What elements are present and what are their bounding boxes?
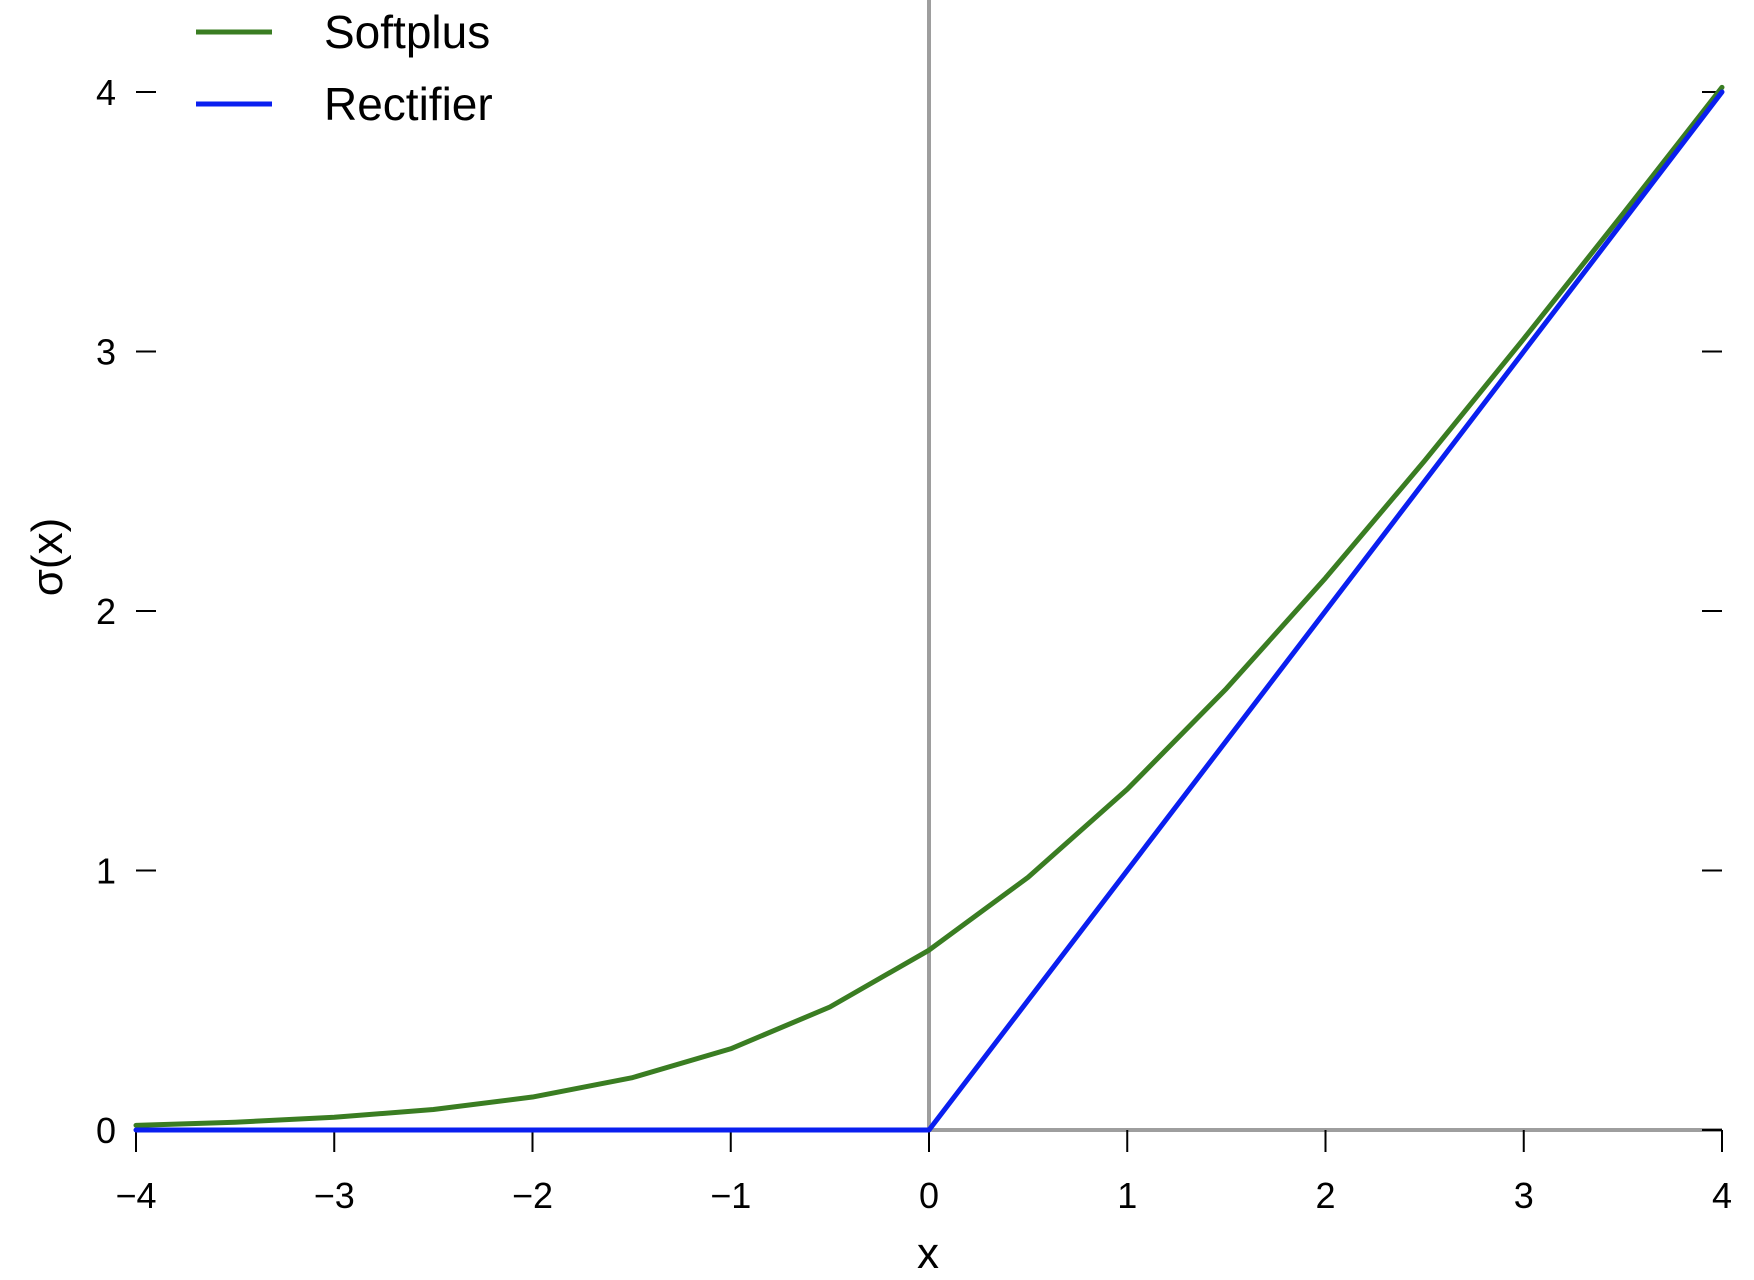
x-axis-label: x: [917, 1229, 939, 1278]
reference-lines: [136, 0, 1722, 1132]
x-tick-label: 1: [1117, 1175, 1137, 1216]
x-tick-label: 4: [1712, 1175, 1732, 1216]
y-tick-label: 2: [96, 591, 116, 632]
legend-label-softplus: Softplus: [324, 6, 490, 58]
x-tick-label: 2: [1315, 1175, 1335, 1216]
x-tick-label: 0: [919, 1175, 939, 1216]
series-line-softplus: [133, 84, 1725, 1128]
x-tick-label: −3: [314, 1175, 355, 1216]
legend: Softplus Rectifier: [196, 6, 493, 130]
y-tick-label: 1: [96, 851, 116, 892]
x-tick-label: −2: [512, 1175, 553, 1216]
tick-labels: −4 −3 −2 −1 0 1 2 3 4 0 1 2 3 4: [96, 72, 1732, 1216]
x-tick-label: 3: [1514, 1175, 1534, 1216]
series-line-rectifier: [133, 89, 1725, 1133]
y-tick-label: 4: [96, 72, 116, 113]
y-tick-label: 0: [96, 1110, 116, 1151]
legend-label-rectifier: Rectifier: [324, 78, 493, 130]
x-tick-label: −4: [115, 1175, 156, 1216]
series-layer: [133, 84, 1725, 1133]
y-tick-label: 3: [96, 332, 116, 373]
y-axis-label: σ(x): [23, 518, 72, 596]
x-tick-label: −1: [710, 1175, 751, 1216]
